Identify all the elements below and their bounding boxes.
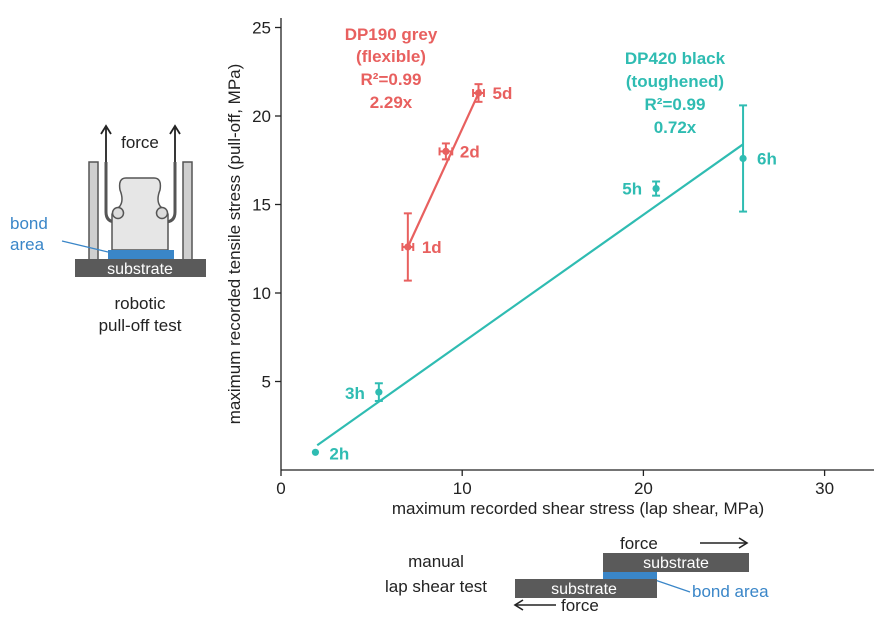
series-label-dp190: DP190 grey (flexible) R²=0.99 2.29x <box>345 25 438 112</box>
fit-lines <box>316 88 744 447</box>
pulloff-bond-leader <box>61 240 109 253</box>
y-axis-ticks: 5 10 15 20 25 <box>252 19 281 392</box>
pulloff-caption-2: pull-off test <box>99 316 182 335</box>
pulloff-test-diagram: force bond area substrate robotic pull-o… <box>10 124 206 335</box>
data-point-3h <box>375 388 383 396</box>
pulloff-pin-left <box>111 206 125 220</box>
data-points <box>311 89 747 456</box>
lap-force-bottom-label: force <box>561 596 599 614</box>
x-tick-label: 10 <box>453 479 472 498</box>
point-label-5d: 5d <box>493 84 513 103</box>
pulloff-substrate <box>75 259 206 277</box>
dp190-label-line-1: DP190 grey <box>345 25 438 44</box>
y-tick-label: 10 <box>252 284 271 303</box>
series-label-dp420: DP420 black (toughened) R²=0.99 0.72x <box>625 49 726 137</box>
pulloff-force-label: force <box>121 133 159 152</box>
error-bars <box>374 83 748 402</box>
lap-force-top-label: force <box>620 534 658 553</box>
data-point-6h <box>739 154 747 163</box>
dp190-label-line-4: 2.29x <box>370 93 413 112</box>
y-tick-label: 20 <box>252 107 271 126</box>
dp420-label-line-3: R²=0.99 <box>645 95 706 114</box>
data-point-2d <box>442 147 450 155</box>
fit-line-0 <box>406 88 482 248</box>
point-label-6h: 6h <box>757 149 777 168</box>
lap-substrate-bottom <box>515 579 657 598</box>
lap-substrate-bottom-label: substrate <box>551 581 617 598</box>
point-label-2h: 2h <box>329 444 349 463</box>
data-point-2h <box>311 448 320 456</box>
x-axis-ticks: 0 10 20 30 <box>276 470 834 498</box>
dp420-label-line-2: (toughened) <box>626 72 724 91</box>
x-axis-title: maximum recorded shear stress (lap shear… <box>392 499 764 518</box>
fit-line-1 <box>316 143 744 447</box>
y-tick-label: 15 <box>252 196 271 215</box>
data-point-1d <box>404 243 412 251</box>
y-tick-label: 5 <box>262 373 271 392</box>
dp190-label-line-2: (flexible) <box>356 47 426 66</box>
pulloff-bond-label-1: bond <box>10 214 48 233</box>
lap-bond-leader <box>654 579 691 593</box>
lap-substrate-top <box>603 553 749 572</box>
lap-shear-test-diagram: manual lap shear test force substrate bo… <box>385 534 769 615</box>
pulloff-bond-label-2: area <box>10 235 45 254</box>
pulloff-substrate-label: substrate <box>107 261 173 278</box>
lap-force-bottom-arrow <box>513 599 556 611</box>
y-axis-title: maximum recorded tensile stress (pull-of… <box>225 64 244 425</box>
lap-caption-1: manual <box>408 552 464 571</box>
dp420-label-line-1: DP420 black <box>625 49 726 68</box>
point-label-3h: 3h <box>345 384 365 403</box>
dp190-label-line-3: R²=0.99 <box>361 70 422 89</box>
lap-bond-area-label: bond area <box>692 582 769 601</box>
data-point-5h <box>652 184 660 193</box>
point-label-5h: 5h <box>622 180 642 199</box>
pulloff-pin-right <box>155 206 169 220</box>
chart-axes <box>280 18 874 471</box>
x-tick-label: 30 <box>815 479 834 498</box>
pulloff-caption-1: robotic <box>114 294 166 313</box>
lap-caption-2: lap shear test <box>385 577 487 596</box>
lap-force-top-arrow <box>700 537 749 549</box>
data-point-5d <box>474 89 483 97</box>
point-label-1d: 1d <box>422 238 442 257</box>
lap-substrate-top-label: substrate <box>643 555 709 572</box>
x-tick-label: 20 <box>634 479 653 498</box>
dp420-label-line-4: 0.72x <box>654 118 697 137</box>
pulloff-force-arrows <box>100 124 181 162</box>
lap-bond-area <box>603 572 657 579</box>
point-labels: 1d 2d 5d 2h 3h 5h 6h <box>329 84 776 463</box>
point-label-2d: 2d <box>460 142 480 161</box>
y-tick-label: 25 <box>252 19 271 38</box>
pulloff-bond-area <box>108 250 174 259</box>
x-tick-label: 0 <box>276 479 285 498</box>
